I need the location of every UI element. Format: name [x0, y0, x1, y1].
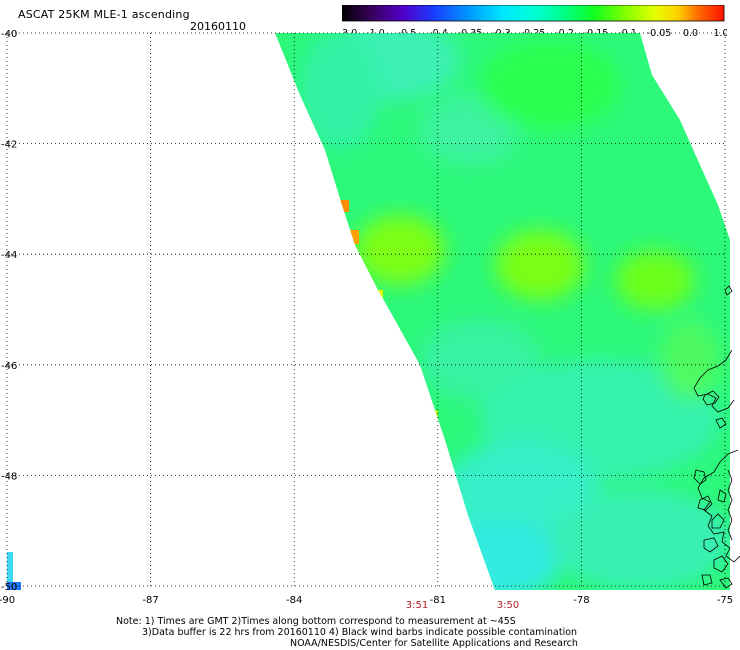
lon-label: -75	[717, 595, 733, 606]
lon-label: -87	[142, 595, 158, 606]
lat-label: -48	[1, 471, 17, 482]
time-label: 3:51	[406, 600, 428, 611]
lon-label: -81	[430, 595, 446, 606]
lat-lon-grid	[6, 32, 726, 587]
time-label: 3:50	[497, 600, 519, 611]
footnote-line-1: Note: 1) Times are GMT 2)Times along bot…	[116, 616, 516, 627]
lat-label: -40	[1, 29, 17, 40]
lon-label: -78	[573, 595, 589, 606]
product-title: ASCAT 25KM MLE-1 ascending	[18, 8, 190, 21]
colorbar-label: 1.0	[713, 28, 727, 39]
time-labels: 3:51 3:50	[406, 600, 519, 611]
product-date: 20160110	[190, 20, 246, 33]
footnote-line-3: NOAA/NESDIS/Center for Satellite Applica…	[290, 638, 578, 649]
axis-labels: -40 -42 -44 -46 -48 -50 -90 -87 -84 -81 -78 -75	[0, 29, 733, 606]
lat-label: -50	[1, 582, 17, 593]
wind-swath	[275, 33, 730, 590]
footnote-line-2: 3)Data buffer is 22 hrs from 20160110 4)…	[142, 627, 578, 638]
lon-label: -84	[286, 595, 302, 606]
colorbar-label: -0.05	[647, 28, 672, 39]
coastline	[693, 285, 740, 589]
bottom-left-patch	[7, 552, 21, 590]
lat-label: -46	[1, 361, 17, 372]
lat-label: -44	[1, 250, 17, 261]
lat-label: -42	[1, 140, 17, 151]
colorbar-label: 0.0	[683, 28, 698, 39]
lon-label: -90	[0, 595, 15, 606]
